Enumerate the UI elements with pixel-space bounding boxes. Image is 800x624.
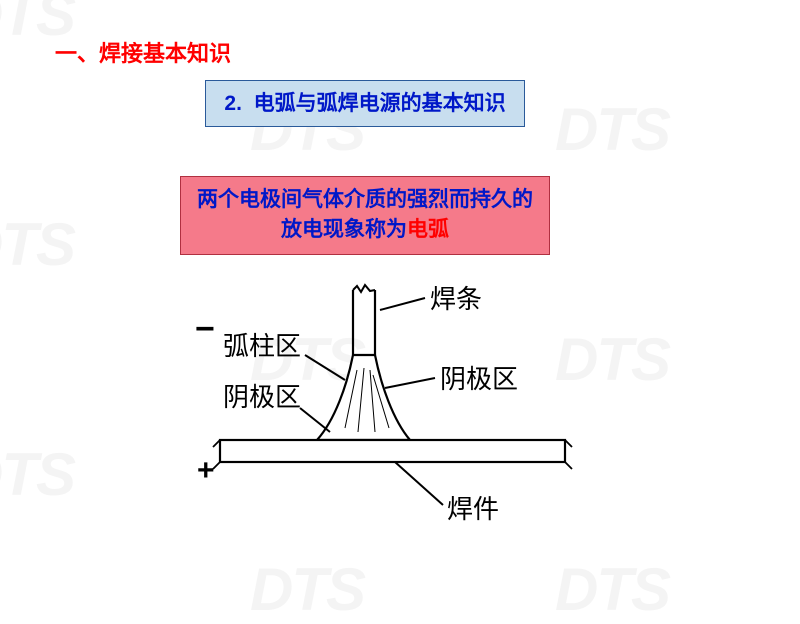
arc-column-label: 弧柱区 bbox=[223, 332, 301, 361]
arc-diagram: − + 焊条 弧柱区 阴极区 阴极区 焊件 bbox=[175, 280, 615, 580]
subtitle-box: 2. 电弧与弧焊电源的基本知识 bbox=[205, 80, 525, 127]
watermark: DTS bbox=[555, 95, 669, 164]
plus-label: + bbox=[197, 454, 215, 487]
workpiece-label: 焊件 bbox=[447, 495, 499, 524]
minus-label: − bbox=[195, 310, 215, 348]
title-prefix: 一、 bbox=[55, 41, 99, 66]
electrode-label: 焊条 bbox=[430, 285, 482, 314]
definition-box: 两个电极间气体介质的强烈而持久的放电现象称为电弧 bbox=[180, 176, 550, 255]
cathode-right-label: 阴极区 bbox=[440, 365, 518, 394]
definition-pre: 两个电极间气体介质的强烈而持久的放电现象称为 bbox=[197, 188, 533, 241]
definition-highlight: 电弧 bbox=[407, 218, 449, 241]
subtitle-text: 电弧与弧焊电源的基本知识 bbox=[254, 92, 506, 115]
subtitle-num: 2. bbox=[224, 92, 242, 115]
cathode-left-label: 阴极区 bbox=[223, 383, 301, 412]
watermark: DTS bbox=[0, 440, 74, 509]
section-title: 一、焊接基本知识 bbox=[55, 36, 231, 68]
title-text: 焊接基本知识 bbox=[99, 41, 231, 66]
watermark: DTS bbox=[0, 210, 74, 279]
